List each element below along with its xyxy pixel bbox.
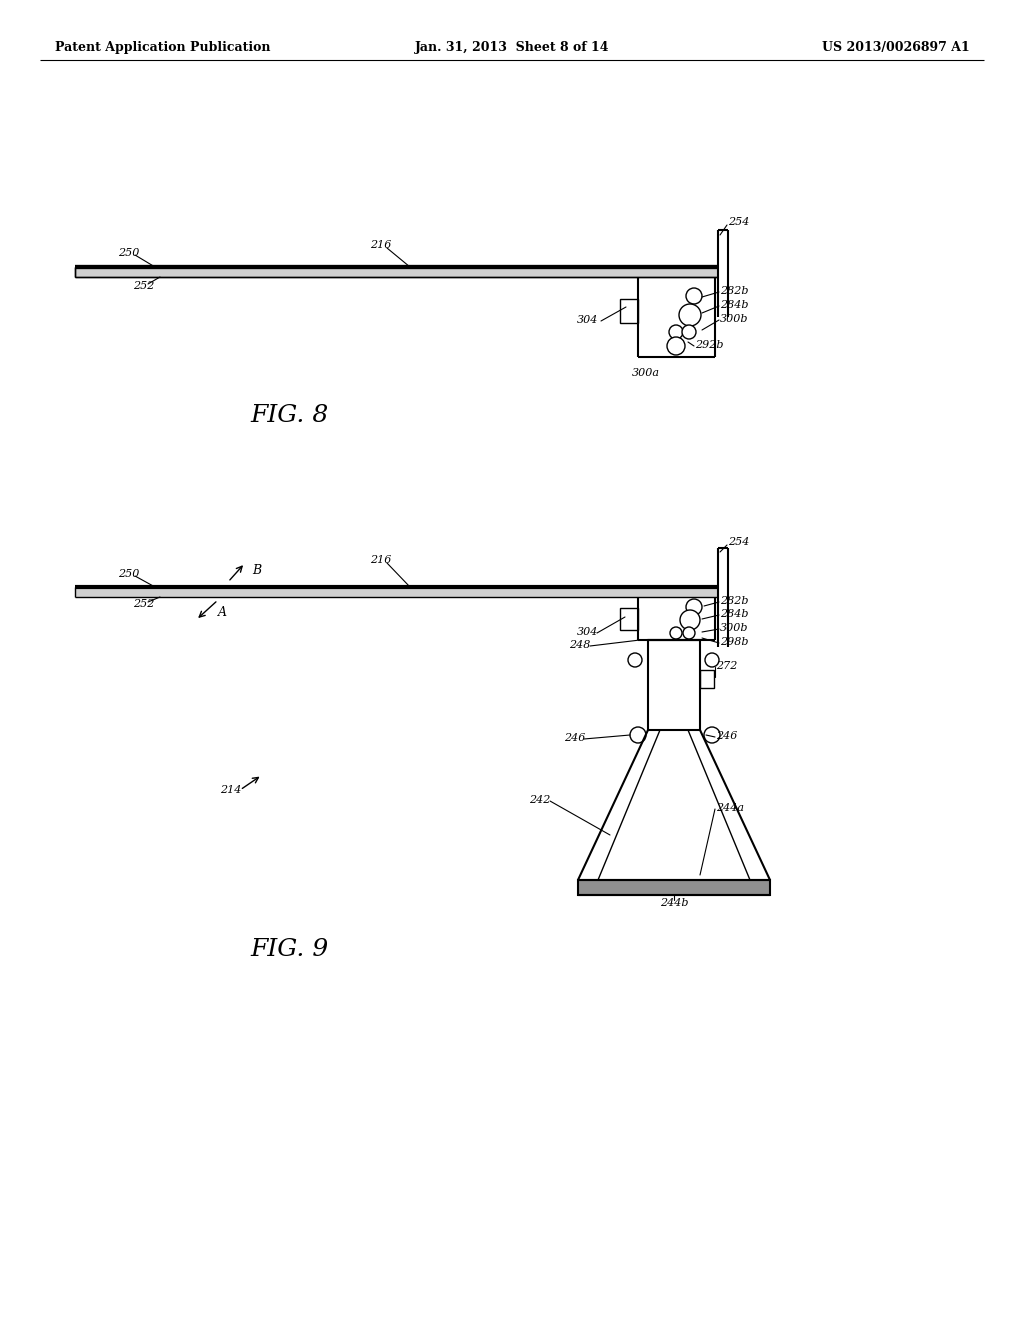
- Circle shape: [667, 337, 685, 355]
- Circle shape: [683, 627, 695, 639]
- Circle shape: [686, 288, 702, 304]
- Circle shape: [630, 727, 646, 743]
- Text: 244b: 244b: [659, 898, 688, 908]
- Text: 246: 246: [716, 731, 737, 741]
- Text: 272: 272: [716, 661, 737, 671]
- Text: 246: 246: [563, 733, 585, 743]
- Circle shape: [686, 599, 702, 615]
- Text: 250: 250: [118, 248, 139, 257]
- Text: 254: 254: [728, 537, 750, 546]
- Circle shape: [705, 727, 720, 743]
- Text: 216: 216: [370, 240, 391, 249]
- Circle shape: [670, 627, 682, 639]
- Text: 300b: 300b: [720, 314, 749, 323]
- Text: 284b: 284b: [720, 300, 749, 310]
- Circle shape: [682, 325, 696, 339]
- Text: 216: 216: [370, 554, 391, 565]
- Text: 282b: 282b: [720, 286, 749, 296]
- Text: 298b: 298b: [720, 638, 749, 647]
- Text: 248: 248: [568, 640, 590, 649]
- Circle shape: [705, 653, 719, 667]
- Text: FIG. 9: FIG. 9: [251, 939, 329, 961]
- Text: 292b: 292b: [695, 341, 724, 350]
- Bar: [648, 640, 700, 730]
- Text: 242: 242: [528, 795, 550, 805]
- Bar: [578, 880, 770, 895]
- Text: 304: 304: [577, 627, 598, 638]
- Circle shape: [628, 653, 642, 667]
- Circle shape: [680, 610, 700, 630]
- Text: Patent Application Publication: Patent Application Publication: [55, 41, 270, 54]
- Text: US 2013/0026897 A1: US 2013/0026897 A1: [822, 41, 970, 54]
- Text: 304: 304: [577, 315, 598, 325]
- Text: 300b: 300b: [720, 623, 749, 634]
- Circle shape: [679, 304, 701, 326]
- Text: 282b: 282b: [720, 597, 749, 606]
- Bar: [75, 267, 718, 277]
- Text: 252: 252: [133, 599, 155, 609]
- Text: FIG. 8: FIG. 8: [251, 404, 329, 426]
- Bar: [620, 609, 638, 630]
- Text: 284b: 284b: [720, 609, 749, 619]
- Text: 300a: 300a: [632, 368, 660, 378]
- Circle shape: [669, 325, 683, 339]
- Text: 244a: 244a: [716, 803, 744, 813]
- Bar: [75, 587, 718, 597]
- Text: A: A: [218, 606, 227, 619]
- Text: 254: 254: [728, 216, 750, 227]
- Bar: [620, 300, 638, 323]
- Text: 250: 250: [118, 569, 139, 579]
- Text: 214: 214: [220, 785, 242, 795]
- Text: Jan. 31, 2013  Sheet 8 of 14: Jan. 31, 2013 Sheet 8 of 14: [415, 41, 609, 54]
- Bar: [700, 671, 714, 688]
- Text: 252: 252: [133, 281, 155, 290]
- Text: B: B: [252, 564, 261, 577]
